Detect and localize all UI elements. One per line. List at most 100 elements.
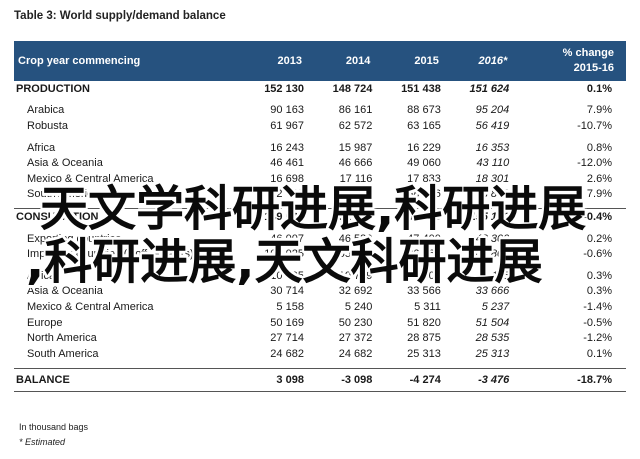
row-value: 86 161 [338, 104, 373, 117]
row-value: 106 262 [401, 248, 441, 261]
balance-label: BALANCE [14, 367, 248, 392]
header-year-2015: 2015 [414, 55, 439, 67]
table-header-row: Crop year commencing 2013 2014 2015 2016… [14, 41, 626, 81]
supply-demand-table: Crop year commencing 2013 2014 2015 2016… [14, 41, 626, 392]
row-value: 16 698 [270, 172, 304, 185]
row-label: South America [27, 188, 99, 201]
row-pct-change: 0.3% [586, 285, 612, 298]
row-value: 24 682 [270, 347, 304, 360]
row-value: 33 666 [475, 285, 510, 298]
table-row: Mexico & Central America 16 698 17 116 17 8… [14, 171, 626, 187]
row-label: Importing countries (Coffee Years) [27, 248, 194, 261]
row-label: Mexico & Central America [27, 300, 154, 313]
header-pct-line2: 2015-16 [573, 62, 614, 74]
row-value: 15 987 [338, 141, 373, 154]
table-row: South America 72 728 68 954 68 316 73 859 7.9… [14, 187, 626, 203]
row-value: 72 728 [270, 188, 304, 201]
row-value: 46 007 [270, 232, 304, 245]
table-row: Robusta 61 967 62 572 63 165 56 419 -10.7% [14, 118, 626, 134]
row-value: 149 032 [247, 208, 316, 225]
balance-value: -3 476 [452, 367, 522, 392]
balance-row: BALANCE 3 098 -3 098 -4 274 -3 476 -18.7% [14, 367, 626, 392]
row-value: 152 130 [264, 82, 304, 95]
footnote-units: In thousand bags [19, 422, 89, 432]
row-value: 73 859 [475, 188, 510, 201]
row-value: 43 110 [476, 157, 510, 170]
row-value: 151 438 [384, 208, 453, 225]
row-value: 46 666 [338, 157, 373, 170]
row-value: 63 165 [407, 119, 441, 132]
row-value: 151 822 [315, 208, 385, 225]
table-row: Africa 16 243 15 987 16 229 16 353 0.8% [14, 140, 626, 156]
row-value: 16 243 [270, 141, 304, 154]
row-label: PRODUCTION [16, 82, 90, 95]
row-value: 105 292 [332, 248, 373, 261]
balance-pct-change: -18.7% [521, 367, 626, 392]
row-pct-change: -0.5% [583, 316, 612, 329]
balance-value: -4 274 [384, 367, 453, 392]
row-label: Europe [27, 316, 63, 329]
row-value: 68 954 [338, 188, 373, 201]
row-pct-change: 0.2% [586, 232, 612, 245]
row-value: 30 714 [270, 285, 304, 298]
row-value: 10 739 [338, 269, 373, 282]
row-value: 5 311 [414, 300, 441, 313]
row-value: 46 530 [338, 232, 373, 245]
row-pct-change: -10.7% [577, 119, 612, 132]
row-value: 103 025 [264, 248, 304, 261]
table-row: Europe 50 169 50 230 51 820 51 504 -0.5% [14, 315, 626, 331]
row-value: 24 682 [338, 347, 373, 360]
row-value: 5 237 [481, 300, 510, 313]
row-value: 25 313 [475, 347, 510, 360]
row-value: 25 313 [407, 347, 441, 360]
row-value: 151 624 [469, 82, 510, 95]
row-value: 32 692 [338, 285, 373, 298]
row-value: 68 316 [407, 188, 441, 201]
table-row: Arabica 90 163 86 161 88 673 95 204 7.9% [14, 103, 626, 119]
row-value: 47 400 [407, 232, 441, 245]
row-value: 51 504 [475, 316, 510, 329]
row-value: 56 419 [475, 119, 510, 132]
row-pct-change: -12.0% [577, 157, 612, 170]
table-title: Table 3: World supply/demand balance [14, 10, 226, 22]
row-pct-change: -0.6% [583, 248, 612, 261]
row-value: 27 714 [270, 332, 304, 345]
row-value: 90 163 [270, 104, 304, 117]
table-row: Africa 10 595 10 739 10 807 11 115 0.3% [14, 268, 626, 284]
row-label: Mexico & Central America [27, 172, 154, 185]
row-value: 62 572 [338, 119, 373, 132]
row-value: 11 115 [477, 269, 510, 282]
row-value: 16 353 [475, 141, 510, 154]
table-row: Asia & Oceania 46 461 46 666 49 060 43 110 -1… [14, 155, 626, 171]
row-value: 18 301 [475, 172, 510, 185]
row-value: 46 461 [270, 157, 304, 170]
section-row: CONSUMPTION 149 032 151 822 151 438 155 100-… [14, 208, 626, 225]
row-pct-change: -1.4% [583, 300, 612, 313]
row-value: 16 229 [407, 141, 441, 154]
row-value: 33 566 [407, 285, 441, 298]
row-value: 51 820 [407, 316, 441, 329]
row-label: Asia & Oceania [27, 285, 103, 298]
table-row: South America 24 682 24 682 25 313 25 313 0.1… [14, 346, 626, 362]
table-row: North America 27 714 27 372 28 875 28 535 -1.… [14, 330, 626, 346]
row-value: 48 300 [475, 232, 510, 245]
header-year-2014: 2014 [345, 55, 371, 67]
row-pct-change: 2.6% [586, 172, 612, 185]
balance-value: -3 098 [315, 367, 385, 392]
row-label: Exporting countries [27, 232, 122, 245]
row-label: Asia & Oceania [27, 157, 103, 170]
balance-value: 3 098 [247, 367, 316, 392]
row-label: South America [27, 347, 99, 360]
row-value: 17 116 [339, 172, 373, 185]
row-value: 95 204 [475, 104, 510, 117]
row-value: 28 875 [407, 332, 441, 345]
section-row: PRODUCTION 152 130 148 724 151 438 151 624 0.… [14, 81, 626, 97]
header-pct-line1: % change [562, 47, 614, 59]
row-value: 50 169 [270, 316, 304, 329]
row-pct-change: 0.1% [586, 347, 612, 360]
table-row: Importing countries (Coffee Years) 103 02… [14, 246, 626, 262]
header-year-2016: 2016* [478, 55, 508, 67]
row-value: 10 595 [270, 269, 304, 282]
row-label: North America [27, 332, 97, 345]
footnote-estimated: * Estimated [19, 437, 66, 447]
